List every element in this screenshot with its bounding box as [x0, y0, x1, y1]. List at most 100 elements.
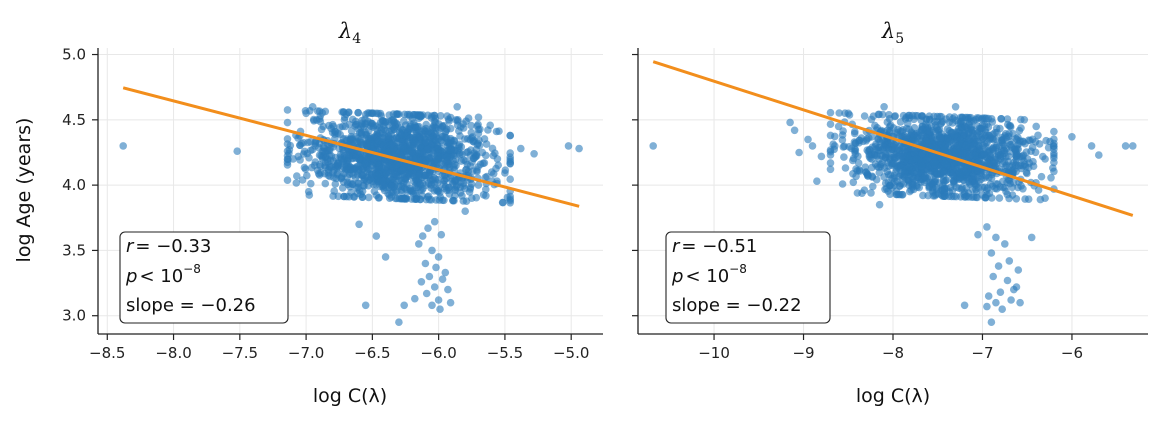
scatter-point	[948, 119, 957, 127]
scatter-point	[405, 171, 414, 179]
scatter-point	[983, 223, 991, 231]
scatter-point	[321, 179, 330, 188]
scatter-point	[428, 246, 436, 255]
scatter-point	[918, 162, 926, 170]
scatter-point	[434, 253, 443, 261]
scatter-point	[826, 165, 835, 174]
scatter-point	[294, 134, 302, 142]
scatter-point	[838, 180, 847, 188]
scatter-point	[422, 289, 431, 298]
scatter-point	[393, 110, 402, 118]
scatter-point	[957, 123, 966, 131]
y-tick-label: 5.0	[62, 46, 86, 64]
scatter-point	[501, 169, 509, 177]
scatter-point	[450, 137, 459, 145]
scatter-point	[892, 187, 901, 196]
scatter-point	[1041, 194, 1049, 202]
scatter-point	[965, 135, 974, 144]
scatter-point	[451, 186, 460, 195]
scatter-point	[506, 155, 514, 164]
scatter-point	[328, 128, 337, 137]
scatter-point	[982, 193, 990, 202]
scatter-point	[430, 187, 439, 195]
y-axis-label: log Age (years)	[13, 118, 35, 263]
scatter-point	[878, 110, 887, 119]
scatter-point	[482, 151, 490, 160]
scatter-point	[987, 174, 996, 182]
scatter-point	[975, 178, 983, 186]
scatter-point	[303, 171, 311, 180]
scatter-point	[817, 152, 826, 161]
scatter-point	[997, 115, 1005, 123]
scatter-point	[341, 122, 350, 131]
scatter-point	[422, 120, 431, 129]
scatter-point	[119, 142, 127, 150]
scatter-point	[899, 111, 908, 120]
scatter-point	[1017, 124, 1025, 132]
scatter-point	[482, 185, 490, 194]
scatter-point	[1007, 140, 1015, 149]
scatter-point	[474, 181, 483, 189]
scatter-point	[438, 275, 447, 284]
scatter-point	[929, 143, 938, 151]
scatter-point	[344, 152, 353, 160]
scatter-point	[962, 141, 970, 150]
scatter-point	[786, 118, 794, 127]
scatter-point	[575, 144, 583, 153]
scatter-point	[293, 172, 301, 180]
scatter-point	[487, 168, 496, 176]
scatter-point	[1129, 142, 1137, 150]
scatter-point	[306, 146, 315, 155]
x-tick-label: −8	[882, 344, 904, 362]
scatter-point	[1003, 276, 1012, 285]
scatter-point	[933, 170, 942, 179]
scatter-point	[982, 114, 990, 123]
scatter-point	[790, 126, 799, 135]
scatter-point	[881, 150, 890, 158]
x-tick-label: −8.0	[155, 344, 191, 362]
scatter-point	[372, 191, 381, 199]
scatter-point	[851, 150, 860, 158]
scatter-point	[1006, 121, 1015, 130]
scatter-point	[435, 120, 443, 128]
scatter-point	[886, 181, 894, 189]
scatter-point	[334, 162, 342, 170]
scatter-point	[390, 125, 399, 133]
scatter-point	[321, 107, 330, 116]
scatter-point	[950, 179, 958, 188]
scatter-point	[868, 172, 876, 181]
scatter-point	[974, 184, 983, 192]
scatter-point	[993, 128, 1001, 137]
scatter-point	[944, 142, 953, 151]
axes	[97, 48, 603, 335]
x-axis-label: log C(λ)	[856, 385, 930, 407]
scatter-point	[937, 133, 946, 142]
scatter-point	[930, 177, 939, 186]
scatter-point	[434, 296, 443, 304]
scatter-point	[354, 108, 363, 117]
scatter-point	[841, 164, 850, 172]
scatter-point	[346, 136, 355, 145]
scatter-point	[1005, 130, 1013, 138]
scatter-point	[926, 116, 934, 124]
scatter-point	[450, 163, 458, 172]
scatter-point	[411, 294, 419, 303]
stat-slope: slope = −0.26	[126, 295, 256, 316]
scatter-point	[958, 183, 966, 192]
scatter-point	[850, 129, 859, 138]
scatter-point	[416, 180, 425, 189]
scatter-point	[395, 177, 403, 185]
x-axis-label: log C(λ)	[313, 385, 387, 407]
scatter-point	[908, 173, 916, 181]
fit-line	[652, 60, 1134, 217]
stat-slope: slope = −0.22	[672, 295, 802, 316]
scatter-point	[975, 114, 983, 122]
scatter-point	[402, 132, 411, 140]
scatter-point	[442, 134, 451, 142]
scatter-point	[903, 152, 912, 160]
scatter-point	[989, 272, 997, 281]
scatter-point	[400, 301, 409, 310]
scatter-point	[481, 173, 490, 182]
scatter-point	[305, 154, 313, 162]
scatter-point	[852, 165, 860, 173]
